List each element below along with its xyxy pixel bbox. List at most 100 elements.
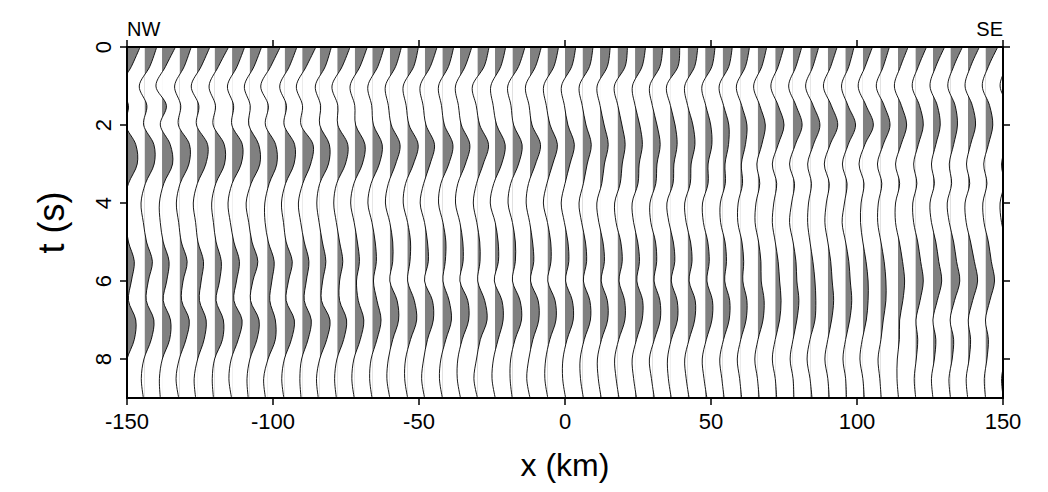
trace [127, 47, 140, 398]
trace-line [175, 47, 192, 398]
trace-fill [477, 47, 489, 398]
trace [649, 47, 663, 398]
y-tick-label: 2 [91, 119, 116, 131]
trace [789, 47, 802, 398]
trace [876, 47, 890, 398]
trace-line [930, 47, 945, 398]
trace-line [209, 47, 229, 398]
trace-line [894, 47, 908, 398]
trace [420, 47, 437, 398]
x-tick-label: 0 [559, 409, 571, 434]
trace [175, 47, 192, 398]
trace-fill [880, 47, 890, 398]
trace-line [244, 47, 261, 398]
y-tick-label: 4 [91, 197, 116, 209]
trace [858, 47, 873, 398]
x-tick [710, 40, 712, 47]
trace [507, 47, 525, 398]
trace [842, 47, 856, 398]
trace-line [455, 47, 472, 398]
trace-fill [320, 47, 332, 398]
x-axis-title: x (km) [521, 447, 610, 483]
trace-fill [267, 47, 280, 398]
trace [191, 47, 210, 398]
trace [965, 47, 980, 398]
trace-line [191, 47, 210, 398]
trace [632, 47, 646, 398]
trace-line [315, 47, 331, 398]
x-tick-label: 100 [839, 409, 876, 434]
trace-fill [793, 47, 802, 398]
x-tick-label: 150 [985, 409, 1022, 434]
trace-fill [565, 47, 576, 398]
trace [736, 47, 749, 398]
trace-line [507, 47, 525, 398]
trace-fill [425, 47, 437, 398]
trace [280, 47, 297, 398]
x-tick [564, 398, 566, 405]
y-tick [1003, 202, 1010, 204]
trace [771, 47, 784, 398]
trace-line [385, 47, 401, 398]
trace-line [702, 47, 715, 398]
y-tick-label: 0 [91, 41, 116, 53]
trace-line [350, 47, 367, 398]
y-tick [1003, 124, 1010, 126]
trace-fill [180, 47, 192, 398]
trace-fill [740, 47, 749, 398]
y-tick [1003, 280, 1010, 282]
x-tick-label: 50 [699, 409, 723, 434]
x-tick [272, 40, 274, 47]
x-tick [1002, 398, 1004, 405]
y-tick [1003, 358, 1010, 360]
trace [561, 47, 576, 398]
trace-line [227, 47, 244, 398]
trace [350, 47, 367, 398]
trace-line [543, 47, 558, 398]
trace [719, 47, 732, 398]
trace [438, 47, 453, 398]
x-tick [856, 40, 858, 47]
trace-fill [985, 47, 997, 398]
trace [666, 47, 679, 398]
x-tick-label: -100 [251, 409, 295, 434]
trace-fill [285, 47, 297, 398]
trace-fill [845, 47, 855, 398]
x-tick [710, 398, 712, 405]
x-tick-label: -50 [403, 409, 435, 434]
trace-line [490, 47, 505, 398]
trace-fill [670, 47, 680, 398]
trace-line [438, 47, 453, 398]
trace-fill [723, 47, 733, 398]
x-tick [418, 40, 420, 47]
trace-line [736, 47, 749, 398]
trace-line [912, 47, 926, 398]
trace-fill [635, 47, 646, 398]
trace-line [823, 47, 837, 398]
trace-fill [828, 47, 838, 398]
direction-label: SE [976, 18, 1003, 40]
x-tick [126, 398, 128, 405]
trace-fill [232, 47, 245, 398]
trace-line [403, 47, 418, 398]
y-tick [120, 280, 127, 282]
x-tick [1002, 40, 1004, 47]
trace-line [842, 47, 856, 398]
trace-line [420, 47, 437, 398]
chart: -150-100-5005010015002468x (km)t (s)NWSE [0, 0, 1048, 492]
trace [244, 47, 261, 398]
trace-line [261, 47, 281, 398]
y-tick [120, 358, 127, 360]
trace-fill [618, 47, 628, 398]
trace-fill [950, 47, 962, 398]
trace [139, 47, 157, 398]
trace-fill [407, 47, 418, 398]
trace [947, 47, 962, 398]
trace [597, 47, 611, 398]
trace-fill [775, 47, 784, 398]
trace-line [965, 47, 980, 398]
trace [332, 47, 350, 398]
trace-line [597, 47, 611, 398]
trace-line [139, 47, 157, 398]
trace-line [561, 47, 576, 398]
